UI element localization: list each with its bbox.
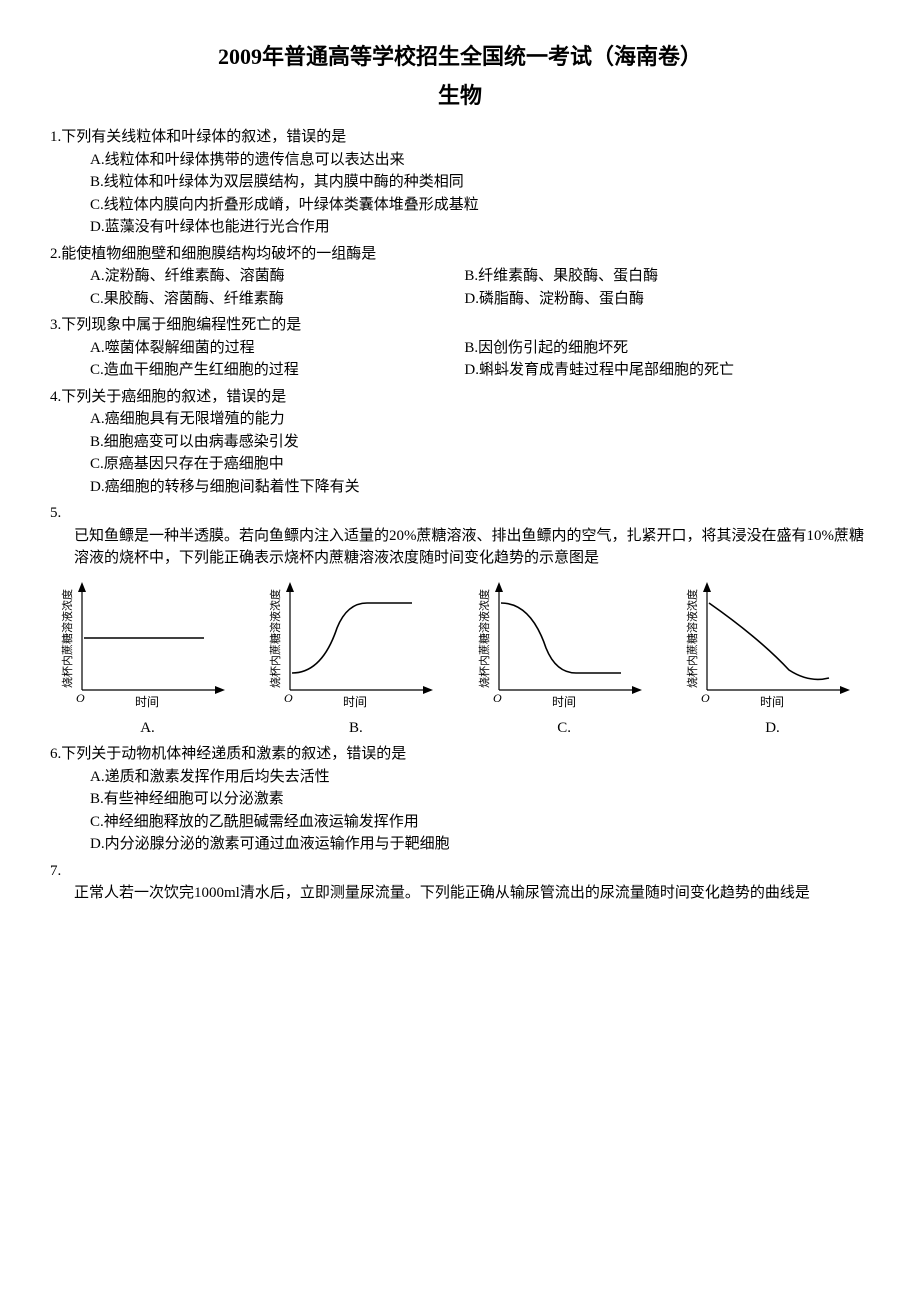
q2-stem: 2.能使植物细胞壁和细胞膜结构均破坏的一组酶是 xyxy=(50,243,870,266)
q2-opt-d: D.磷脂酶、淀粉酶、蛋白酶 xyxy=(464,288,838,311)
q3-opt-b: B.因创伤引起的细胞坏死 xyxy=(464,337,838,360)
q4-stem: 4.下列关于癌细胞的叙述，错误的是 xyxy=(50,386,870,409)
chart-c-xlabel: 时间 xyxy=(552,695,576,709)
q1-opt-d: D.蓝藻没有叶绿体也能进行光合作用 xyxy=(50,216,870,239)
q1-stem: 1.下列有关线粒体和叶绿体的叙述，错误的是 xyxy=(50,126,870,149)
chart-d-curve xyxy=(709,603,829,679)
chart-d-svg: 烧杯内蔗糖溶液浓度 O 时间 xyxy=(685,578,860,713)
q5-num: 5. xyxy=(50,502,870,525)
doc-title: 2009年普通高等学校招生全国统一考试（海南卷） xyxy=(50,40,870,73)
q1-opt-c: C.线粒体内膜向内折叠形成嵴，叶绿体类囊体堆叠形成基粒 xyxy=(50,194,870,217)
q2-opt-a: A.淀粉酶、纤维素酶、溶菌酶 xyxy=(90,265,464,288)
q2-opt-c: C.果胶酶、溶菌酶、纤维素酶 xyxy=(90,288,464,311)
q1-opt-b: B.线粒体和叶绿体为双层膜结构，其内膜中酶的种类相同 xyxy=(50,171,870,194)
question-5: 5. 已知鱼鳔是一种半透膜。若向鱼鳔内注入适量的20%蔗糖溶液、排出鱼鳔内的空气… xyxy=(50,502,870,739)
svg-text:O: O xyxy=(701,691,710,705)
question-2: 2.能使植物细胞壁和细胞膜结构均破坏的一组酶是 A.淀粉酶、纤维素酶、溶菌酶 B… xyxy=(50,243,870,311)
question-1: 1.下列有关线粒体和叶绿体的叙述，错误的是 A.线粒体和叶绿体携带的遗传信息可以… xyxy=(50,126,870,239)
svg-text:O: O xyxy=(284,691,293,705)
q5-label-d: D. xyxy=(765,717,780,740)
chart-a-ylabel: 烧杯内蔗糖溶液浓度 xyxy=(60,589,74,688)
chart-b-xlabel: 时间 xyxy=(343,695,367,709)
svg-text:O: O xyxy=(493,691,502,705)
q7-stem: 正常人若一次饮完1000ml清水后，立即测量尿流量。下列能正确从输尿管流出的尿流… xyxy=(50,882,870,905)
chart-d-xlabel: 时间 xyxy=(760,695,784,709)
q5-chart-a: 烧杯内蔗糖溶液浓度 O 时间 A. xyxy=(60,578,235,740)
q7-num: 7. xyxy=(50,860,870,883)
q4-opt-a: A.癌细胞具有无限增殖的能力 xyxy=(50,408,870,431)
q6-stem: 6.下列关于动物机体神经递质和激素的叙述，错误的是 xyxy=(50,743,870,766)
q3-opt-a: A.噬菌体裂解细菌的过程 xyxy=(90,337,464,360)
q6-opt-c: C.神经细胞释放的乙酰胆碱需经血液运输发挥作用 xyxy=(50,811,870,834)
question-6: 6.下列关于动物机体神经递质和激素的叙述，错误的是 A.递质和激素发挥作用后均失… xyxy=(50,743,870,856)
question-3: 3.下列现象中属于细胞编程性死亡的是 A.噬菌体裂解细菌的过程 B.因创伤引起的… xyxy=(50,314,870,382)
q5-stem: 已知鱼鳔是一种半透膜。若向鱼鳔内注入适量的20%蔗糖溶液、排出鱼鳔内的空气，扎紧… xyxy=(50,525,870,570)
q4-opt-b: B.细胞癌变可以由病毒感染引发 xyxy=(50,431,870,454)
chart-b-ylabel: 烧杯内蔗糖溶液浓度 xyxy=(268,589,282,688)
chart-a-xlabel: 时间 xyxy=(135,695,159,709)
question-7: 7. 正常人若一次饮完1000ml清水后，立即测量尿流量。下列能正确从输尿管流出… xyxy=(50,860,870,905)
chart-d-ylabel: 烧杯内蔗糖溶液浓度 xyxy=(685,589,699,688)
q4-opt-d: D.癌细胞的转移与细胞间黏着性下降有关 xyxy=(50,476,870,499)
chart-c-svg: 烧杯内蔗糖溶液浓度 O 时间 xyxy=(477,578,652,713)
q3-opt-c: C.造血干细胞产生红细胞的过程 xyxy=(90,359,464,382)
doc-subtitle: 生物 xyxy=(50,79,870,112)
q5-chart-d: 烧杯内蔗糖溶液浓度 O 时间 D. xyxy=(685,578,860,740)
q5-chart-b: 烧杯内蔗糖溶液浓度 O 时间 B. xyxy=(268,578,443,740)
q5-label-c: C. xyxy=(557,717,571,740)
chart-b-curve xyxy=(292,603,412,673)
q1-opt-a: A.线粒体和叶绿体携带的遗传信息可以表达出来 xyxy=(50,149,870,172)
q3-stem: 3.下列现象中属于细胞编程性死亡的是 xyxy=(50,314,870,337)
q4-opt-c: C.原癌基因只存在于癌细胞中 xyxy=(50,453,870,476)
q5-label-a: A. xyxy=(140,717,155,740)
q6-opt-b: B.有些神经细胞可以分泌激素 xyxy=(50,788,870,811)
chart-c-ylabel: 烧杯内蔗糖溶液浓度 xyxy=(477,589,491,688)
question-4: 4.下列关于癌细胞的叙述，错误的是 A.癌细胞具有无限增殖的能力 B.细胞癌变可… xyxy=(50,386,870,499)
svg-text:O: O xyxy=(76,691,85,705)
chart-c-curve xyxy=(501,603,621,673)
q5-chart-c: 烧杯内蔗糖溶液浓度 O 时间 C. xyxy=(477,578,652,740)
chart-b-svg: 烧杯内蔗糖溶液浓度 O 时间 xyxy=(268,578,443,713)
q3-opt-d: D.蝌蚪发育成青蛙过程中尾部细胞的死亡 xyxy=(464,359,838,382)
chart-a-svg: 烧杯内蔗糖溶液浓度 O 时间 xyxy=(60,578,235,713)
q5-label-b: B. xyxy=(349,717,363,740)
q2-opt-b: B.纤维素酶、果胶酶、蛋白酶 xyxy=(464,265,838,288)
q6-opt-d: D.内分泌腺分泌的激素可通过血液运输作用与于靶细胞 xyxy=(50,833,870,856)
q6-opt-a: A.递质和激素发挥作用后均失去活性 xyxy=(50,766,870,789)
q5-charts: 烧杯内蔗糖溶液浓度 O 时间 A. 烧杯内蔗糖溶液浓度 O 时间 xyxy=(50,570,870,740)
